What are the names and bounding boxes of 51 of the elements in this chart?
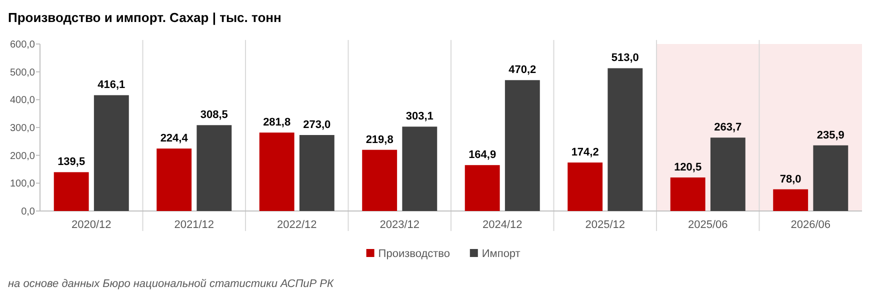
data-label: 120,5	[674, 161, 702, 174]
data-label: 273,0	[303, 119, 331, 132]
x-tick-label: 2024/12	[482, 219, 522, 231]
bar	[259, 132, 294, 211]
x-tick-label: 2026/06	[790, 219, 831, 231]
bar	[773, 189, 808, 211]
data-label: 416,1	[98, 79, 126, 92]
bar	[54, 172, 89, 211]
y-tick-label: 500,0	[10, 67, 36, 78]
legend-label: Импорт	[482, 248, 520, 260]
bar	[464, 165, 500, 211]
data-label: 281,8	[263, 116, 291, 129]
data-label: 78,0	[780, 173, 802, 186]
x-tick-label: 2025/06	[688, 219, 728, 231]
chart-title: Производство и импорт. Сахар | тыс. тонн	[8, 10, 282, 25]
x-tick-label: 2020/12	[71, 219, 112, 231]
bar	[156, 148, 192, 211]
y-tick-label: 600,0	[10, 40, 36, 50]
y-tick-label: 100,0	[10, 178, 36, 190]
data-label: 308,5	[200, 109, 228, 122]
y-tick-label: 400,0	[10, 95, 36, 106]
data-label: 174,2	[571, 146, 599, 159]
y-tick-label: 0,0	[21, 206, 36, 218]
legend-label: Производство	[378, 248, 450, 260]
y-tick-label: 200,0	[10, 150, 36, 162]
y-tick-label: 300,0	[10, 123, 36, 134]
bar	[670, 177, 706, 211]
text: на основе данных Бюро национальной статистики АСПиР РК	[8, 278, 334, 290]
x-tick-label: 2023/12	[380, 219, 420, 231]
data-label: 235,9	[816, 129, 844, 142]
x-tick-label: 2025/12	[585, 219, 626, 231]
bar	[299, 135, 334, 211]
bar	[402, 126, 438, 211]
bar	[608, 68, 643, 211]
x-tick-label: 2021/12	[174, 219, 214, 231]
bar	[94, 95, 129, 211]
bar	[813, 145, 848, 211]
bar	[710, 138, 746, 211]
data-label: 303,1	[406, 110, 434, 123]
data-label: 139,5	[58, 156, 86, 168]
bar	[362, 150, 398, 211]
bar	[196, 125, 232, 211]
data-label: 164,9	[468, 149, 496, 162]
data-label: 219,8	[366, 134, 394, 146]
x-tick-label: 2022/12	[276, 219, 317, 231]
data-label: 513,0	[611, 52, 639, 64]
data-label: 470,2	[508, 64, 536, 76]
data-label: 263,7	[714, 122, 742, 134]
bar	[568, 162, 603, 211]
bar	[504, 80, 540, 211]
data-label: 224,4	[160, 132, 189, 145]
